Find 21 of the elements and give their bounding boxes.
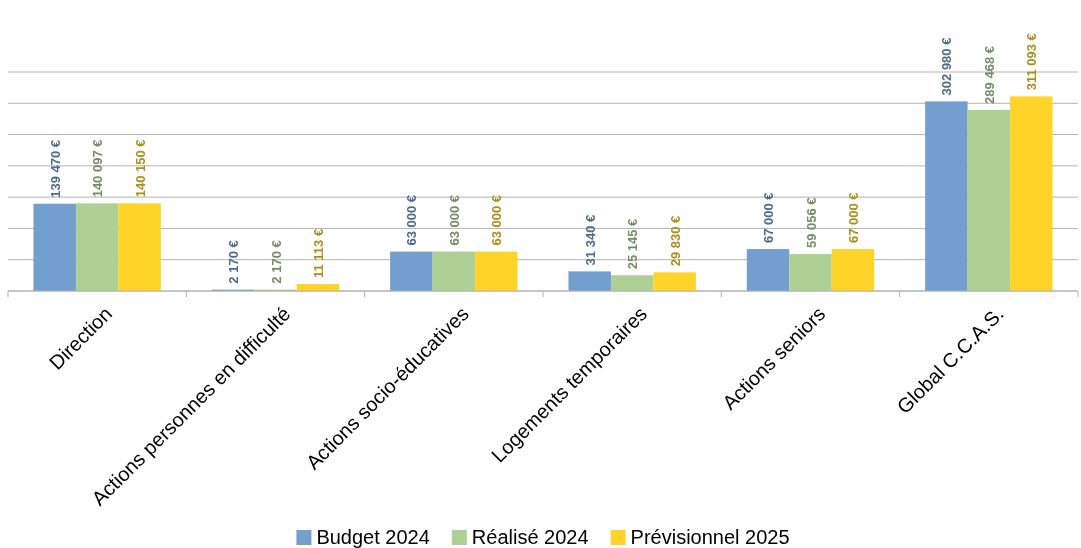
legend-label: Budget 2024 — [316, 526, 430, 548]
data-label: 11 113 € — [310, 228, 326, 279]
data-label: 2 170 € — [226, 240, 242, 284]
data-label: 63 000 € — [446, 194, 462, 246]
data-label: 63 000 € — [489, 194, 505, 246]
legend-label: Réalisé 2024 — [471, 526, 589, 548]
data-label: 29 830 € — [667, 215, 683, 267]
data-label: 289 468 € — [981, 46, 997, 104]
data-label: 302 980 € — [939, 37, 955, 96]
data-label: 25 145 € — [625, 218, 641, 270]
data-label: 59 056 € — [803, 197, 819, 249]
legend-label: Prévisionnel 2025 — [630, 526, 790, 548]
data-label: 139 470 € — [47, 139, 63, 198]
data-label: 2 170 € — [268, 240, 284, 284]
data-label: 67 000 € — [845, 192, 861, 244]
data-label: 311 093 € — [1024, 33, 1040, 91]
data-label: 31 340 € — [582, 214, 598, 266]
data-label: 140 150 € — [132, 139, 148, 198]
data-label: 63 000 € — [404, 194, 420, 246]
data-label: 67 000 € — [761, 192, 777, 244]
data-label: 140 097 € — [90, 139, 106, 198]
